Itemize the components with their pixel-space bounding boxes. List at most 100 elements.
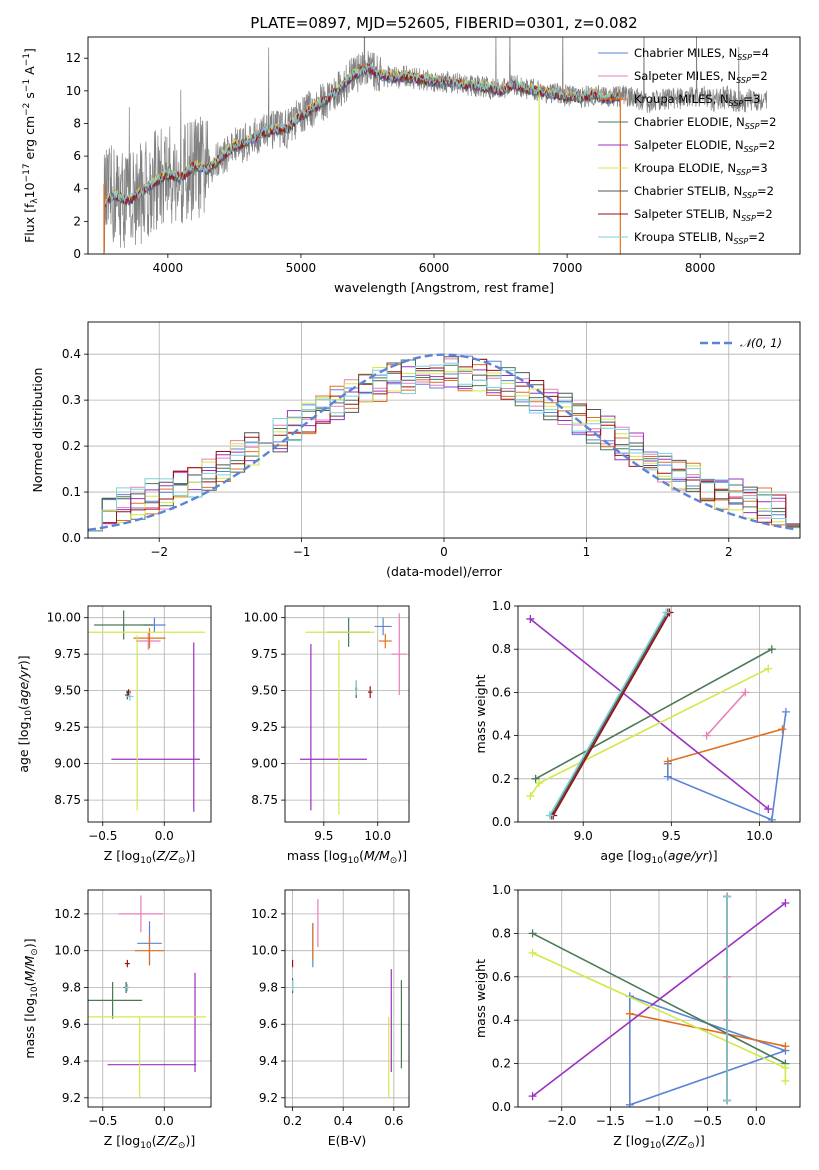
label-part: M/M [364,848,390,863]
y-axis-label: age [log10(age/yr)] [16,655,34,772]
x-tick-label: 4000 [153,261,184,275]
spectrum-plot-area [103,37,768,254]
label-part: ⊙ [687,1141,695,1151]
mass-vs-metallicity-plot-area [88,895,207,1098]
weight-point-marker [528,948,537,957]
legend-label: Kroupa STELIB, NSSP=2 [634,230,765,246]
label-part: Z/Z [156,1133,179,1148]
y-tick-label: 0.0 [62,531,81,545]
y-tick-label: 1.0 [492,599,511,613]
x-tick-label: 0 [440,545,448,559]
label-part: Z [log [104,848,140,863]
age-vs-metallicity-frame [87,605,212,823]
label-part: SSP [729,99,744,108]
legend-label: Salpeter MILES, NSSP=2 [634,69,768,85]
weight-point-marker [526,792,535,801]
label-part: SSP [736,76,751,85]
weight-series-line [529,667,769,797]
x-axis-label: Z [log10(Z/Z⊙)] [613,1133,704,1151]
residual-distribution-frame [87,321,801,539]
y-tick-label: 0.2 [492,1057,511,1071]
weight-point-marker [767,815,776,822]
label-part: =2 [751,69,768,83]
weight-series-line [706,691,746,737]
label-part: ⊙ [30,948,40,956]
x-tick-label: 2 [725,545,733,559]
y-axis-label: Flux [fλ10−17 erg cm−2 s−1 A−1] [22,48,40,243]
x-tick-label: −1.5 [596,1114,625,1128]
y-axis-label: mass weight [473,959,488,1038]
legend-label: Salpeter STELIB, NSSP=2 [634,207,773,223]
weight-point-marker [662,608,671,617]
x-tick-label: −0.5 [693,1114,722,1128]
label-part: SSP [737,53,752,62]
y-tick-label: 10 [66,84,81,98]
label-part: (data-model)/error [386,564,503,579]
weight-point-marker [663,757,672,766]
label-part: ] [22,48,37,53]
label-part: )] [16,655,31,665]
x-tick-label: 0.0 [747,1114,766,1128]
weight-point-marker [778,725,787,734]
weight-vs-metallicity-frame [517,889,801,1108]
x-tick-label: −0.5 [88,829,117,843]
y-tick-label: 9.25 [251,720,278,734]
y-tick-label: 9.6 [62,1017,81,1031]
label-part: 10 [24,710,34,722]
label-part: 10 [30,986,40,998]
y-tick-label: 0.4 [62,347,81,361]
label-part: Kroupa ELODIE, N [634,161,736,175]
y-axis-label: mass [log10(M/M⊙)] [22,938,40,1058]
x-axis-label: (data-model)/error [386,564,503,579]
y-tick-label: 9.75 [251,647,278,661]
x-tick-label: 10.0 [746,829,773,843]
weight-series-line [552,612,671,816]
weight-series-line [629,1012,786,1047]
legend-label: Chabrier MILES, NSSP=4 [634,46,769,62]
weight-point-marker [526,614,535,623]
weight-point-marker [741,688,750,697]
label-part: ( [22,981,37,986]
y-tick-label: 9.25 [54,720,81,734]
label-part: Salpeter MILES, N [634,69,736,83]
label-part: A [22,66,37,79]
label-part: ⊙ [178,856,186,866]
weight-vs-age-plot-area [526,608,790,822]
label-part: 10 [140,1141,152,1151]
x-tick-label: 0.0 [155,1114,174,1128]
label-part: =2 [748,230,765,244]
weight-series-line [532,932,786,1065]
label-part: s [22,92,37,103]
x-axis-label: Z [log10(Z/Z⊙)] [104,1133,195,1151]
x-tick-label: −1.0 [644,1114,673,1128]
y-tick-label: 8.75 [251,793,278,807]
y-tick-label: 0.8 [492,926,511,940]
label-part: ⊙ [178,1141,186,1151]
label-part: Flux [f [22,203,37,243]
y-tick-label: 9.00 [251,757,278,771]
label-part: age/yr [16,664,31,705]
spectrum-panel: 4000 5000 6000 7000 8000 0 2 4 6 8 10 12 Chabrier MI… [22,36,801,295]
y-tick-label: 9.50 [251,684,278,698]
label-part: SSP [744,145,759,154]
y-tick-label: 0.3 [62,393,81,407]
y-tick-label: 8 [73,116,81,130]
weight-point-marker [781,1063,790,1072]
label-part: ( [661,1133,666,1148]
age-vs-metallicity-plot-area [88,610,205,812]
chart-title: PLATE=0897, MJD=52605, FIBERID=0301, z=0… [250,14,637,32]
label-part: ( [152,1133,157,1148]
label-part: −17 [22,163,32,182]
label-part: λ [30,198,40,204]
x-tick-label: −2.0 [547,1114,576,1128]
y-tick-label: 0.4 [492,729,511,743]
weight-point-marker [723,892,732,901]
x-tick-label: 10.0 [364,829,391,843]
x-tick-label: 0.2 [283,1114,302,1128]
residual-histogram [88,358,800,532]
label-part: )] [22,938,37,948]
label-part: SSP [741,214,756,223]
y-tick-label: 6 [73,149,81,163]
